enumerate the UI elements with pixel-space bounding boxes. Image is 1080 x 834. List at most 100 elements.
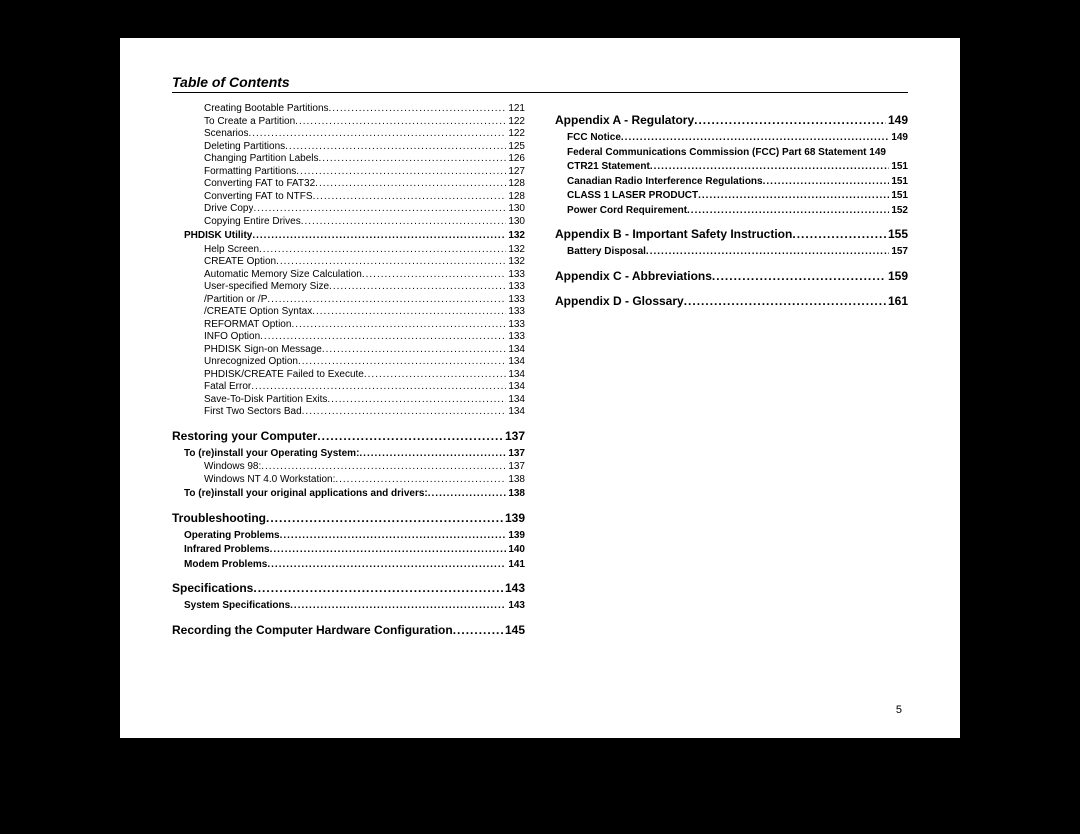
toc-page-number: 151	[889, 161, 908, 174]
toc-leader-dots: ........................................…	[248, 128, 506, 141]
toc-leader-dots: ........................................…	[646, 246, 889, 259]
toc-entry: User-specified Memory Size..............…	[204, 281, 525, 294]
toc-page-number: 127	[506, 166, 525, 179]
toc-leader-dots: ........................................…	[694, 113, 886, 128]
toc-entry: Deleting Partitions.....................…	[204, 141, 525, 154]
toc-leader-dots: ........................................…	[313, 191, 507, 204]
toc-title: Appendix D - Glossary	[555, 294, 684, 309]
toc-entry: Windows 98:.............................…	[204, 461, 525, 474]
toc-entry: Automatic Memory Size Calculation.......…	[204, 269, 525, 282]
toc-page-number: 132	[506, 230, 525, 243]
toc-leader-dots: ........................................…	[698, 190, 889, 203]
toc-page-number: 134	[506, 369, 525, 382]
toc-title: Automatic Memory Size Calculation	[204, 269, 362, 282]
toc-leader-dots: ........................................…	[301, 216, 507, 229]
toc-page-number: 128	[506, 178, 525, 191]
toc-leader-dots: ........................................…	[251, 381, 506, 394]
toc-page-number: 149	[889, 132, 908, 145]
toc-page-number: 143	[503, 581, 525, 596]
toc-entry: To (re)install your Operating System:...…	[184, 448, 525, 461]
toc-leader-dots: ........................................…	[253, 203, 506, 216]
toc-entry: Operating Problems......................…	[184, 530, 525, 543]
toc-entry: Converting FAT to NTFS..................…	[204, 191, 525, 204]
toc-entry: FCC Notice..............................…	[567, 132, 908, 145]
toc-entry: Changing Partition Labels...............…	[204, 153, 525, 166]
toc-leader-dots: ........................................…	[329, 103, 507, 116]
toc-page-number: 139	[503, 511, 525, 526]
toc-title: REFORMAT Option	[204, 319, 291, 332]
toc-title: CTR21 Statement	[567, 161, 650, 174]
toc-leader-dots: ........................................…	[319, 153, 507, 166]
toc-entry: Modem Problems..........................…	[184, 559, 525, 572]
toc-page-number: 139	[506, 530, 525, 543]
toc-entry: Specifications..........................…	[172, 581, 525, 596]
toc-page-number: 151	[889, 176, 908, 189]
toc-entry: Save-To-Disk Partition Exits............…	[204, 394, 525, 407]
toc-leader-dots: ........................................…	[621, 132, 889, 145]
toc-page-number: 151	[889, 190, 908, 203]
toc-title: CREATE Option	[204, 256, 276, 269]
toc-title: Windows 98:	[204, 461, 261, 474]
toc-page-number: 125	[506, 141, 525, 154]
toc-leader-dots: ........................................…	[792, 227, 886, 242]
toc-page-number: 134	[506, 356, 525, 369]
toc-leader-dots: ........................................…	[712, 269, 886, 284]
toc-entry: Battery Disposal........................…	[567, 246, 908, 259]
toc-leader-dots: ........................................…	[276, 256, 506, 269]
toc-title: Infrared Problems	[184, 544, 270, 557]
toc-title: Save-To-Disk Partition Exits	[204, 394, 327, 407]
toc-entry: To (re)install your original application…	[184, 488, 525, 501]
toc-leader-dots: ........................................…	[684, 294, 886, 309]
toc-title: Unrecognized Option	[204, 356, 298, 369]
toc-title: Creating Bootable Partitions	[204, 103, 329, 116]
toc-title: Operating Problems	[184, 530, 280, 543]
toc-leader-dots: ........................................…	[253, 581, 503, 596]
toc-title: Formatting Partitions	[204, 166, 296, 179]
toc-leader-dots: ........................................…	[302, 406, 507, 419]
page-number: 5	[896, 704, 902, 716]
toc-title: INFO Option	[204, 331, 260, 344]
toc-leader-dots: ........................................…	[280, 530, 507, 543]
toc-title: Help Screen	[204, 244, 259, 257]
toc-entry: INFO Option.............................…	[204, 331, 525, 344]
toc-leader-dots: ........................................…	[259, 244, 506, 257]
toc-page-number: 134	[506, 406, 525, 419]
toc-leader-dots: ........................................…	[317, 429, 503, 444]
toc-title: /Partition or /P	[204, 294, 267, 307]
toc-page-number: 145	[503, 623, 525, 638]
toc-page-number: 149	[886, 113, 908, 128]
toc-entry: Federal Communications Commission (FCC) …	[567, 147, 908, 160]
toc-page-number: 133	[506, 294, 525, 307]
toc-page-number: 138	[506, 474, 525, 487]
toc-entry: Appendix D - Glossary...................…	[555, 294, 908, 309]
toc-title: To (re)install your original application…	[184, 488, 428, 501]
toc-title: Converting FAT to FAT32	[204, 178, 315, 191]
toc-page-number: 133	[506, 319, 525, 332]
toc-title: Changing Partition Labels	[204, 153, 319, 166]
toc-entry: Infrared Problems.......................…	[184, 544, 525, 557]
toc-leader-dots: ........................................…	[267, 559, 506, 572]
toc-leader-dots: ........................................…	[763, 176, 890, 189]
toc-leader-dots: ........................................…	[362, 269, 506, 282]
toc-leader-dots: ........................................…	[266, 511, 503, 526]
toc-entry: Creating Bootable Partitions............…	[204, 103, 525, 116]
toc-leader-dots: ........................................…	[252, 230, 506, 243]
toc-leader-dots: ........................................…	[298, 356, 506, 369]
toc-entry: CTR21 Statement.........................…	[567, 161, 908, 174]
toc-page-number: 159	[886, 269, 908, 284]
toc-entry: To Create a Partition...................…	[204, 116, 525, 129]
toc-title: Appendix C - Abbreviations	[555, 269, 712, 284]
toc-title: User-specified Memory Size	[204, 281, 329, 294]
toc-page-number: 134	[506, 344, 525, 357]
toc-entry: REFORMAT Option.........................…	[204, 319, 525, 332]
toc-leader-dots: ........................................…	[322, 344, 506, 357]
toc-title: Windows NT 4.0 Workstation:	[204, 474, 335, 487]
toc-entry: Appendix C - Abbreviations..............…	[555, 269, 908, 284]
toc-title: Fatal Error	[204, 381, 251, 394]
toc-title: Troubleshooting	[172, 511, 266, 526]
toc-title: Specifications	[172, 581, 253, 596]
toc-entry: Restoring your Computer.................…	[172, 429, 525, 444]
toc-entry: Recording the Computer Hardware Configur…	[172, 623, 525, 638]
toc-right-column: Appendix A - Regulatory.................…	[555, 103, 908, 642]
toc-leader-dots: ........................................…	[270, 544, 507, 557]
